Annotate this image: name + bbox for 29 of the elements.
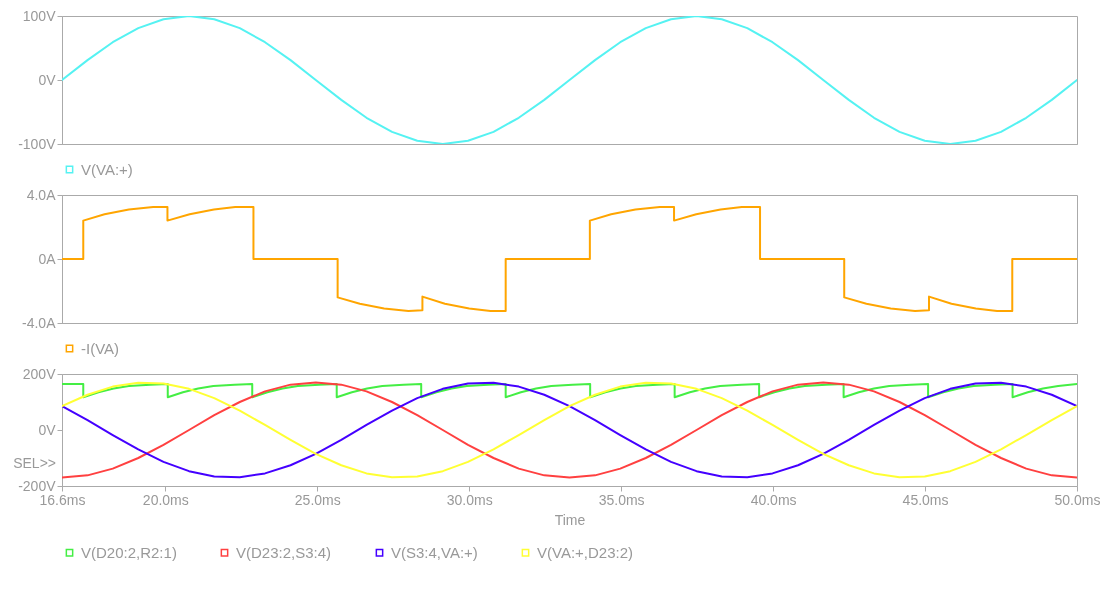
- y-tick-label: 100V: [22, 7, 57, 24]
- x-tick-label: 25.0ms: [294, 491, 341, 508]
- y-tick-label: 0A: [38, 250, 57, 267]
- x-tick-label: 30.0ms: [446, 491, 493, 508]
- text: SEL>>: [13, 455, 56, 471]
- x-axis-title: Time: [554, 511, 586, 528]
- x-tick-label: 35.0ms: [598, 491, 645, 508]
- legend-label: -I(VA): [81, 339, 120, 357]
- x-tick-label: 16.6ms: [39, 491, 86, 508]
- y-tick-label: -100V: [18, 135, 57, 152]
- y-tick-label: 0V: [38, 71, 57, 88]
- legend-label: V(D23:2,S3:4): [236, 543, 332, 561]
- x-tick-label: 20.0ms: [142, 491, 189, 508]
- legend-label: V(VA:+,D23:2): [537, 543, 634, 561]
- line-series: [62, 16, 1077, 144]
- y-tick-label: 4.0A: [26, 186, 57, 203]
- y-tick-label: -4.0A: [22, 314, 57, 331]
- legend-label: V(VA:+): [81, 160, 133, 178]
- legend-label: V(D20:2,R2:1): [81, 543, 177, 561]
- x-tick-label: 45.0ms: [902, 491, 949, 508]
- x-tick-label: 50.0ms: [1054, 491, 1101, 508]
- line-series: [62, 383, 1077, 399]
- y-tick-label: -200V: [18, 477, 57, 494]
- legend-label: V(S3:4,VA:+): [391, 543, 478, 561]
- x-tick-label: 40.0ms: [750, 491, 797, 508]
- line-series: [62, 206, 1077, 312]
- y-tick-label: 200V: [22, 365, 57, 382]
- y-tick-label: 0V: [38, 421, 57, 438]
- line-series: [62, 381, 1077, 479]
